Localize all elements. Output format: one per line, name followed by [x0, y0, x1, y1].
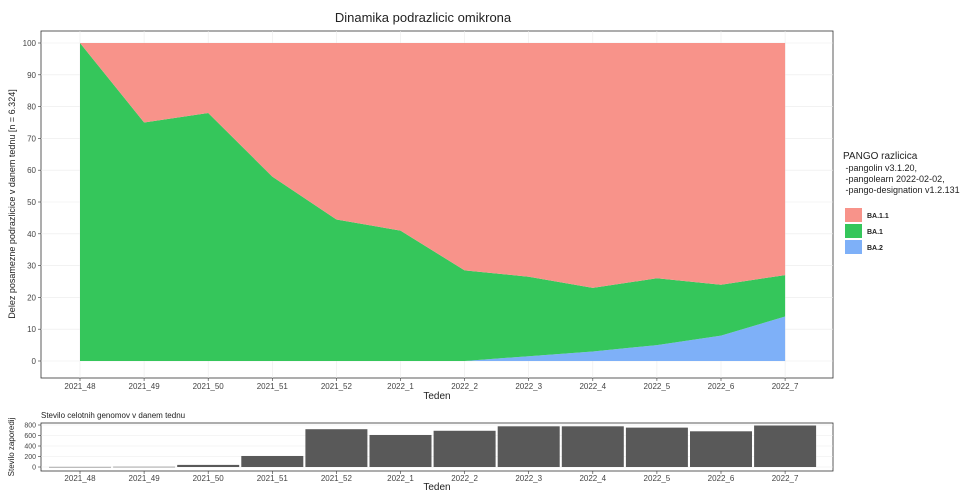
legend-label: BA.1.1: [867, 213, 889, 220]
bar-2022_7: [754, 425, 817, 467]
legend-subtitle-2: -pangolearn 2022-02-02,: [843, 174, 945, 184]
bar-2021_52: [305, 429, 368, 467]
top-xtick-label: 2022_3: [515, 382, 542, 391]
legend: PANGO razlicica -pangolin v3.1.20, -pang…: [843, 151, 960, 254]
bottom-xtick-label: 2021_50: [193, 474, 225, 483]
bottom-ytick-label: 0: [32, 465, 36, 472]
bar-2022_6: [690, 431, 752, 467]
top-xtick-label: 2021_48: [64, 382, 96, 391]
area-BA-2: [80, 316, 786, 361]
bottom-y-axis-label: Stevilo zaporedij: [7, 417, 16, 476]
top-xtick-label: 2022_4: [579, 382, 606, 391]
bottom-xtick-label: 2022_3: [515, 474, 542, 483]
bottom-xtick-label: 2021_48: [64, 474, 96, 483]
bar-2022_4: [561, 426, 624, 467]
bar-2021_49: [113, 466, 176, 468]
top-xtick-label: 2021_51: [257, 382, 289, 391]
top-ytick-label: 60: [27, 166, 36, 175]
top-ytick-label: 0: [32, 357, 37, 366]
legend-subtitle-3: -pango-designation v1.2.131: [843, 185, 960, 195]
legend-key-BA-1-1: [845, 208, 862, 222]
bottom-xtick-label: 2022_1: [387, 474, 414, 483]
bar-2021_50: [177, 464, 240, 467]
bottom-xtick-label: 2022_2: [451, 474, 478, 483]
bar-2021_48: [49, 466, 111, 468]
area-BA-1: [80, 43, 786, 361]
bottom-xtick-label: 2022_6: [708, 474, 735, 483]
bottom-xtick-label: 2021_49: [129, 474, 161, 483]
top-ytick-label: 100: [23, 39, 37, 48]
top-ytick-label: 90: [27, 71, 36, 80]
bottom-xtick-label: 2022_4: [579, 474, 606, 483]
top-xtick-label: 2021_52: [321, 382, 353, 391]
top-ytick-label: 30: [27, 262, 36, 271]
bar-2022_1: [369, 434, 432, 467]
top-xtick-label: 2021_49: [129, 382, 161, 391]
legend-key-BA-1: [845, 224, 862, 238]
top-ytick-label: 80: [27, 103, 36, 112]
top-xtick-label: 2022_7: [772, 382, 799, 391]
top-x-axis-label: Teden: [423, 391, 450, 402]
top-xtick-label: 2021_50: [193, 382, 225, 391]
bottom-x-axis-label: Teden: [423, 482, 450, 493]
top-xtick-label: 2022_5: [644, 382, 671, 391]
top-ytick-label: 10: [27, 325, 36, 334]
top-ytick-label: 20: [27, 293, 36, 302]
bottom-xtick-label: 2021_51: [257, 474, 289, 483]
top-y-axis-label: Delez posamezne podrazlicice v danem ted…: [7, 89, 17, 318]
bottom-xtick-label: 2021_52: [321, 474, 353, 483]
chart-title: Dinamika podrazlicic omikrona: [335, 10, 512, 25]
legend-subtitle-1: -pangolin v3.1.20,: [843, 163, 917, 173]
legend-key-BA-2: [845, 240, 862, 254]
bottom-ytick-label: 600: [24, 433, 36, 440]
bar-2022_5: [625, 427, 688, 467]
top-ytick-label: 40: [27, 230, 36, 239]
bottom-ytick-label: 400: [24, 444, 36, 451]
area-BA-1-1: [80, 43, 786, 288]
bar-panel: 0 200 400 600 800 2021_48 2021_49 2021_50 2021_…: [24, 423, 834, 483]
top-xtick-label: 2022_2: [451, 382, 478, 391]
bar-2021_51: [241, 455, 304, 467]
bottom-xtick-label: 2022_5: [644, 474, 671, 483]
top-ytick-label: 70: [27, 134, 36, 143]
bottom-xtick-label: 2022_7: [772, 474, 799, 483]
bar-2022_2: [433, 430, 496, 467]
top-ytick-label: 50: [27, 198, 36, 207]
bar-2022_3: [497, 426, 560, 467]
area-panel: 0 10 20 30 40 50 60 70 80 90 100 2021_48 2021_49 202…: [23, 30, 834, 391]
legend-title: PANGO razlicica: [843, 151, 918, 162]
bottom-ytick-label: 200: [24, 454, 36, 461]
top-xtick-label: 2022_1: [387, 382, 414, 391]
legend-label: BA.2: [867, 245, 883, 252]
bottom-panel-title: Stevilo celotnih genomov v danem tednu: [41, 411, 185, 420]
top-xtick-label: 2022_6: [708, 382, 735, 391]
legend-label: BA.1: [867, 229, 883, 236]
bottom-ytick-label: 800: [24, 423, 36, 430]
